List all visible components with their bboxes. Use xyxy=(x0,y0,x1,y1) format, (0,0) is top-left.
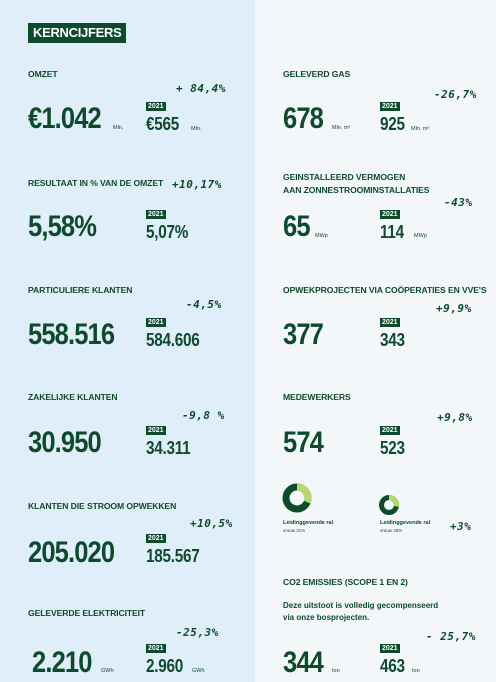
omzet-value: €1.042 xyxy=(28,102,102,135)
zakelijke-year-badge: 2021 xyxy=(146,426,166,435)
co2-label: CO2 EMISSIES (SCOPE 1 EN 2) xyxy=(283,577,408,587)
elektriciteit-label: GELEVERDE ELEKTRICITEIT xyxy=(28,608,146,618)
particuliere-year-badge: 2021 xyxy=(146,318,166,327)
gas-unit: Mln. m³ xyxy=(332,125,351,131)
left-panel xyxy=(0,0,255,682)
elektriciteit-change: -25,3% xyxy=(176,626,219,639)
co2-note-line1: Deze uitstoot is volledig gecompenseerd xyxy=(283,601,439,610)
particuliere-value: 558.516 xyxy=(28,318,115,351)
zonnestroom-label-line1: GEINSTALLEERD VERMOGEN xyxy=(283,172,406,182)
omzet-prev-unit: Mln. xyxy=(191,126,202,132)
omzet-label: OMZET xyxy=(28,69,58,79)
zonnestroom-prev-value: 114 xyxy=(380,222,404,242)
opwekprojecten-change: +9,9% xyxy=(436,302,472,315)
zonnestroom-prev-unit: MWp xyxy=(414,233,427,239)
co2-value: 344 xyxy=(283,646,324,679)
resultaat-change: +10,17% xyxy=(172,178,222,191)
donut-chart-current xyxy=(282,483,312,513)
opwekprojecten-value: 377 xyxy=(283,318,324,351)
zonnestroom-label-line2: AAN ZONNESTROOMINSTALLATIES xyxy=(283,185,430,195)
omzet-unit: Mln. xyxy=(113,125,124,131)
stroom-opwekken-value: 205.020 xyxy=(28,536,115,569)
co2-prev-unit: ton xyxy=(412,668,420,674)
medewerkers-label: MEDEWERKERS xyxy=(283,392,351,402)
resultaat-label: RESULTAAT IN % VAN DE OMZET xyxy=(28,178,164,188)
medewerkers-prev-value: 523 xyxy=(380,438,405,458)
zakelijke-value: 30.950 xyxy=(28,426,102,459)
zonnestroom-unit: MWp xyxy=(315,233,328,239)
opwekprojecten-label: OPWEKPROJECTEN VIA COÖPERATIES EN VVE'S xyxy=(283,285,487,295)
stroom-opwekken-prev-value: 185.567 xyxy=(146,546,200,566)
elektriciteit-prev-unit: GWh xyxy=(192,668,205,674)
opwekprojecten-prev-value: 343 xyxy=(380,330,405,350)
co2-year-badge: 2021 xyxy=(380,644,400,653)
donut-chart-prev xyxy=(379,495,399,515)
gas-prev-unit: Mln. m³ xyxy=(411,126,430,132)
co2-change: - 25,7% xyxy=(426,630,476,643)
medewerkers-year-badge: 2021 xyxy=(380,426,400,435)
gas-year-badge: 2021 xyxy=(380,102,400,111)
co2-unit: ton xyxy=(332,668,340,674)
opwekprojecten-year-badge: 2021 xyxy=(380,318,400,327)
omzet-year-badge: 2021 xyxy=(146,102,166,111)
zonnestroom-change: -43% xyxy=(444,196,473,209)
gas-prev-value: 925 xyxy=(380,114,405,134)
omzet-change: + 84,4% xyxy=(176,82,226,95)
donut-current-arc xyxy=(282,483,312,513)
stroom-opwekken-change: +10,5% xyxy=(190,517,233,530)
gas-change: -26,7% xyxy=(434,88,477,101)
elektriciteit-value: 2.210 xyxy=(32,646,92,679)
donut-prev-sub: vrouw 28% xyxy=(380,528,403,533)
zakelijke-label: ZAKELIJKE KLANTEN xyxy=(28,392,118,402)
particuliere-change: -4,5% xyxy=(186,298,222,311)
donut-current-sub: vrouw 31% xyxy=(283,528,306,533)
zonnestroom-value: 65 xyxy=(283,210,311,243)
particuliere-label: PARTICULIERE KLANTEN xyxy=(28,285,133,295)
elektriciteit-prev-value: 2.960 xyxy=(146,656,184,676)
particuliere-prev-value: 584.606 xyxy=(146,330,200,350)
medewerkers-change: +9,8% xyxy=(437,411,473,424)
co2-note-line2: via onze bosprojecten. xyxy=(283,613,370,622)
donut-change: +3% xyxy=(450,520,472,533)
donut-prev-label: Leidinggevende ral xyxy=(380,520,431,526)
elektriciteit-year-badge: 2021 xyxy=(146,644,166,653)
gas-label: GELEVERD GAS xyxy=(283,69,351,79)
zonnestroom-year-badge: 2021 xyxy=(380,210,400,219)
omzet-prev-value: €565 xyxy=(146,114,180,134)
zakelijke-change: -9,8 % xyxy=(182,409,225,422)
stroom-opwekken-year-badge: 2021 xyxy=(146,534,166,543)
resultaat-year-badge: 2021 xyxy=(146,210,166,219)
gas-value: 678 xyxy=(283,102,324,135)
page-title: KERNCIJFERS xyxy=(28,23,127,43)
medewerkers-value: 574 xyxy=(283,426,324,459)
zakelijke-prev-value: 34.311 xyxy=(146,438,191,458)
right-panel xyxy=(255,0,496,682)
co2-prev-value: 463 xyxy=(380,656,405,676)
resultaat-prev-value: 5,07% xyxy=(146,222,189,242)
resultaat-value: 5,58% xyxy=(28,210,97,243)
donut-prev-arc xyxy=(379,495,399,515)
donut-current-label: Leidinggevende ral xyxy=(283,520,334,526)
elektriciteit-unit: GWh xyxy=(101,668,114,674)
stroom-opwekken-label: KLANTEN DIE STROOM OPWEKKEN xyxy=(28,501,177,511)
